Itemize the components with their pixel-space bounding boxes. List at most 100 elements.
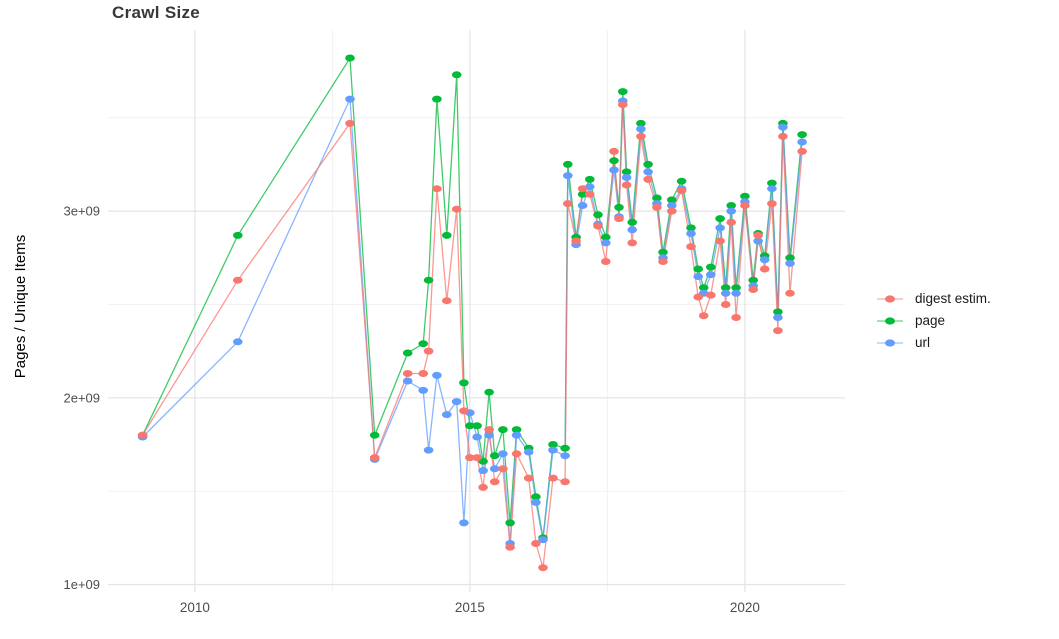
data-point-page [585,175,595,183]
data-point-page [773,308,783,316]
data-point-page [418,340,429,348]
data-point-digestestim [686,243,696,251]
data-point-url [726,207,736,215]
legend-key-icon [877,294,903,303]
data-point-url [511,431,522,439]
data-point-page [459,379,469,387]
x-tick-label: 2020 [730,600,760,615]
data-point-digestestim [423,347,434,355]
data-point-url [706,271,716,279]
data-point-page [345,54,355,62]
data-point-url [523,448,534,456]
data-point-url [778,123,788,131]
data-point-url [478,467,488,475]
data-point-page [720,284,731,292]
data-point-digestestim [778,132,788,140]
data-point-page [726,202,736,209]
data-point-url [451,398,462,406]
data-point-url [489,465,500,473]
data-point-digestestim [345,119,355,127]
data-point-digestestim [538,564,548,572]
data-point-page [233,231,243,239]
series-line-digestestim [142,104,803,568]
data-point-digestestim [560,478,570,486]
data-point-digestestim [137,431,148,439]
data-point-digestestim [797,147,807,155]
data-point-url [720,289,731,297]
data-point-digestestim [759,265,770,273]
data-point-url [693,273,703,280]
data-point-url [472,433,482,441]
data-point-digestestim [676,187,687,195]
data-point-page [614,203,624,211]
data-point-page [731,284,741,292]
legend-key-icon [877,316,903,325]
data-point-page [402,349,413,357]
data-point-digestestim [402,370,413,377]
data-point-url [643,168,653,176]
series-line-url [142,98,803,544]
data-point-page [621,168,632,176]
data-point-page [560,444,570,452]
data-point-url [601,239,611,247]
data-point-url [484,431,494,439]
data-point-page [686,224,696,232]
data-point-digestestim [548,474,558,482]
data-point-digestestim [748,286,758,293]
data-point-digestestim [451,205,462,213]
data-point-page [593,211,603,219]
data-point-page [609,157,619,165]
data-point-url [577,202,588,209]
chart-title: Crawl Size [112,3,201,22]
data-point-page [369,431,380,439]
data-point-url [797,138,807,146]
x-tick-label: 2010 [180,600,210,615]
data-point-digestestim [523,474,534,482]
data-point-digestestim [498,465,508,473]
data-point-digestestim [618,101,628,109]
data-point-digestestim [418,370,429,377]
x-tick-label: 2015 [455,600,485,615]
data-point-url [498,450,508,458]
data-point-url [715,224,725,232]
series-line-page [142,55,803,539]
data-point-digestestim [609,147,619,155]
data-point-url [773,314,783,321]
data-point-digestestim [614,215,624,223]
data-point-page [601,233,611,241]
data-point-page [698,284,709,292]
data-point-digestestim [652,203,662,211]
data-point-url [538,536,548,544]
data-point-page [472,422,482,430]
data-point-digestestim [531,540,541,547]
legend-key-icon [877,338,903,347]
data-point-url [759,256,770,264]
data-point-digestestim [767,200,777,208]
data-point-page [505,519,515,527]
data-point-url [459,519,469,527]
data-point-page [767,179,777,187]
data-point-page [531,493,541,501]
data-point-digestestim [571,237,581,245]
data-point-digestestim [785,289,795,297]
data-point-digestestim [740,202,750,209]
data-point-url [785,259,795,267]
data-point-page [484,388,494,396]
data-point-page [627,218,637,226]
data-point-digestestim [636,132,646,140]
data-point-digestestim [698,312,709,320]
y-tick-label: 1e+09 [63,577,100,592]
legend-item-digestestim: digest estim. [876,289,991,308]
data-point-page [785,254,795,262]
data-point-url [423,446,434,454]
data-point-page [618,88,628,96]
data-point-page [667,196,677,204]
data-point-page [658,248,668,256]
data-point-page [577,190,588,198]
data-point-page [748,276,758,284]
data-point-url [418,386,429,394]
legend-label: url [915,335,931,350]
data-point-page [489,452,500,460]
